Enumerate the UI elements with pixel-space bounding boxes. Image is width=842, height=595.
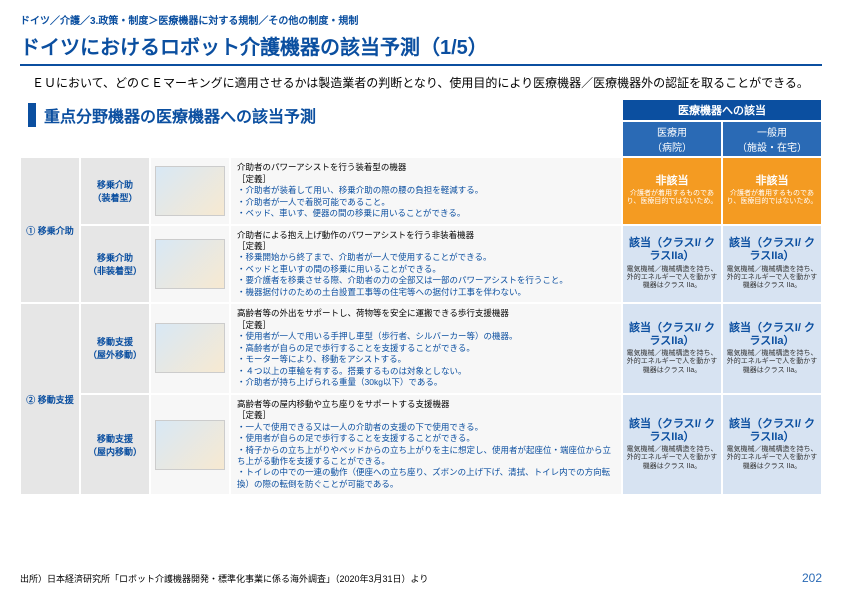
status-note: 介護者が着用するものであり、医療目的ではないため。 [726, 190, 818, 207]
row-description: 介助者のパワーアシストを行う装着型の機器［定義］・介助者が装着して用い、移乗介助… [230, 157, 622, 224]
row-label: 移乗介助 （装着型） [80, 157, 150, 224]
illustration-placeholder [155, 166, 225, 216]
row-label: 移動支援 （屋外移動） [80, 303, 150, 393]
breadcrumb: ドイツ／介護／3.政策・制度＞医療機器に対する規制／その他の制度・規制 [20, 12, 822, 27]
status-main: 該当（クラスI/ クラスIIa） [726, 418, 818, 444]
status-general: 該当（クラスI/ クラスIIa） 電気機械／機械構造を持ち、外的エネルギーで人を動… [722, 225, 822, 304]
status-note: 電気機械／機械構造を持ち、外的エネルギーで人を動かす機器はクラス IIa。 [726, 350, 818, 375]
status-note: 電気機械／機械構造を持ち、外的エネルギーで人を動かす機器はクラス IIa。 [626, 446, 718, 471]
status-main: 該当（クラスI/ クラスIIa） [726, 322, 818, 348]
table-row: 移乗介助 （装着型） 介助者のパワーアシストを行う装着型の機器［定義］・介助者が装… [80, 157, 822, 224]
source-text: 出所）日本経済研究所「ロボット介護機器開発・標準化事業に係る海外調査」（2020… [20, 572, 428, 585]
status-main: 該当（クラスI/ クラスIIa） [726, 237, 818, 263]
row-illustration [150, 394, 230, 496]
row-illustration [150, 225, 230, 304]
page-number: 202 [802, 571, 822, 585]
row-description: 高齢者等の屋内移動や立ち座りをサポートする支援機器［定義］・一人で使用できる又は… [230, 394, 622, 496]
row-illustration [150, 157, 230, 224]
illustration-placeholder [155, 239, 225, 289]
table-row: 移乗介助 （非装着型） 介助者による抱え上げ動作のパワーアシストを行う非装着機器［… [80, 225, 822, 304]
lead-text: ＥＵにおいて、どのＣＥマーキングに適用させるかは製造業者の判断となり、使用目的に… [20, 74, 822, 93]
header-top: 医療機器への該当 [622, 99, 822, 121]
status-main: 該当（クラスI/ クラスIIa） [626, 418, 718, 444]
status-main: 非該当 [756, 175, 789, 188]
status-medical: 該当（クラスI/ クラスIIa）電気機械／機械構造を持ち、外的エネルギーで人を動… [622, 394, 722, 496]
prediction-table: ① 移乗介助移乗介助 （装着型） 介助者のパワーアシストを行う装着型の機器［定義］… [20, 157, 822, 495]
status-note: 電気機械／機械構造を持ち、外的エネルギーで人を動かす機器はクラス IIa。 [726, 446, 818, 471]
row-label: 移乗介助 （非装着型） [80, 225, 150, 304]
status-note: 電気機械／機械構造を持ち、外的エネルギーで人を動かす機器はクラス IIa。 [726, 266, 818, 291]
section-heading: 重点分野機器の医療機器への該当予測 [28, 103, 622, 127]
status-note: 電気機械／機械構造を持ち、外的エネルギーで人を動かす機器はクラス IIa。 [626, 266, 718, 291]
table-header-group: 医療機器への該当 医療用 （病院） 一般用 （施設・在宅） [622, 99, 822, 157]
group-label: ② 移動支援 [20, 303, 80, 495]
page-title: ドイツにおけるロボット介護機器の該当予測（1/5） [20, 31, 822, 66]
group-label: ① 移乗介助 [20, 157, 80, 303]
status-main: 非該当 [656, 175, 689, 188]
row-description: 介助者による抱え上げ動作のパワーアシストを行う非装着機器［定義］・移乗開始から終… [230, 225, 622, 304]
status-general: 該当（クラスI/ クラスIIa）電気機械／機械構造を持ち、外的エネルギーで人を動… [722, 394, 822, 496]
row-label: 移動支援 （屋内移動） [80, 394, 150, 496]
status-medical: 該当（クラスI/ クラスIIa） 電気機械／機械構造を持ち、外的エネルギーで人を動… [622, 225, 722, 304]
row-description: 高齢者等の外出をサポートし、荷物等を安全に運搬できる歩行支援機器［定義］・使用者… [230, 303, 622, 393]
status-main: 該当（クラスI/ クラスIIa） [626, 322, 718, 348]
status-note: 電気機械／機械構造を持ち、外的エネルギーで人を動かす機器はクラス IIa。 [626, 350, 718, 375]
illustration-placeholder [155, 420, 225, 470]
header-general: 一般用 （施設・在宅） [722, 121, 822, 157]
table-row: 移動支援 （屋外移動） 高齢者等の外出をサポートし、荷物等を安全に運搬できる歩行支… [80, 303, 822, 393]
status-general: 該当（クラスI/ クラスIIa）電気機械／機械構造を持ち、外的エネルギーで人を動… [722, 303, 822, 393]
row-illustration [150, 303, 230, 393]
status-general: 非該当介護者が着用するものであり、医療目的ではないため。 [722, 157, 822, 224]
status-medical: 非該当介護者が着用するものであり、医療目的ではないため。 [622, 157, 722, 224]
illustration-placeholder [155, 323, 225, 373]
status-note: 介護者が着用するものであり、医療目的ではないため。 [626, 190, 718, 207]
table-row: 移動支援 （屋内移動） 高齢者等の屋内移動や立ち座りをサポートする支援機器［定義］… [80, 394, 822, 496]
status-medical: 該当（クラスI/ クラスIIa）電気機械／機械構造を持ち、外的エネルギーで人を動… [622, 303, 722, 393]
header-medical: 医療用 （病院） [622, 121, 722, 157]
status-main: 該当（クラスI/ クラスIIa） [626, 237, 718, 263]
